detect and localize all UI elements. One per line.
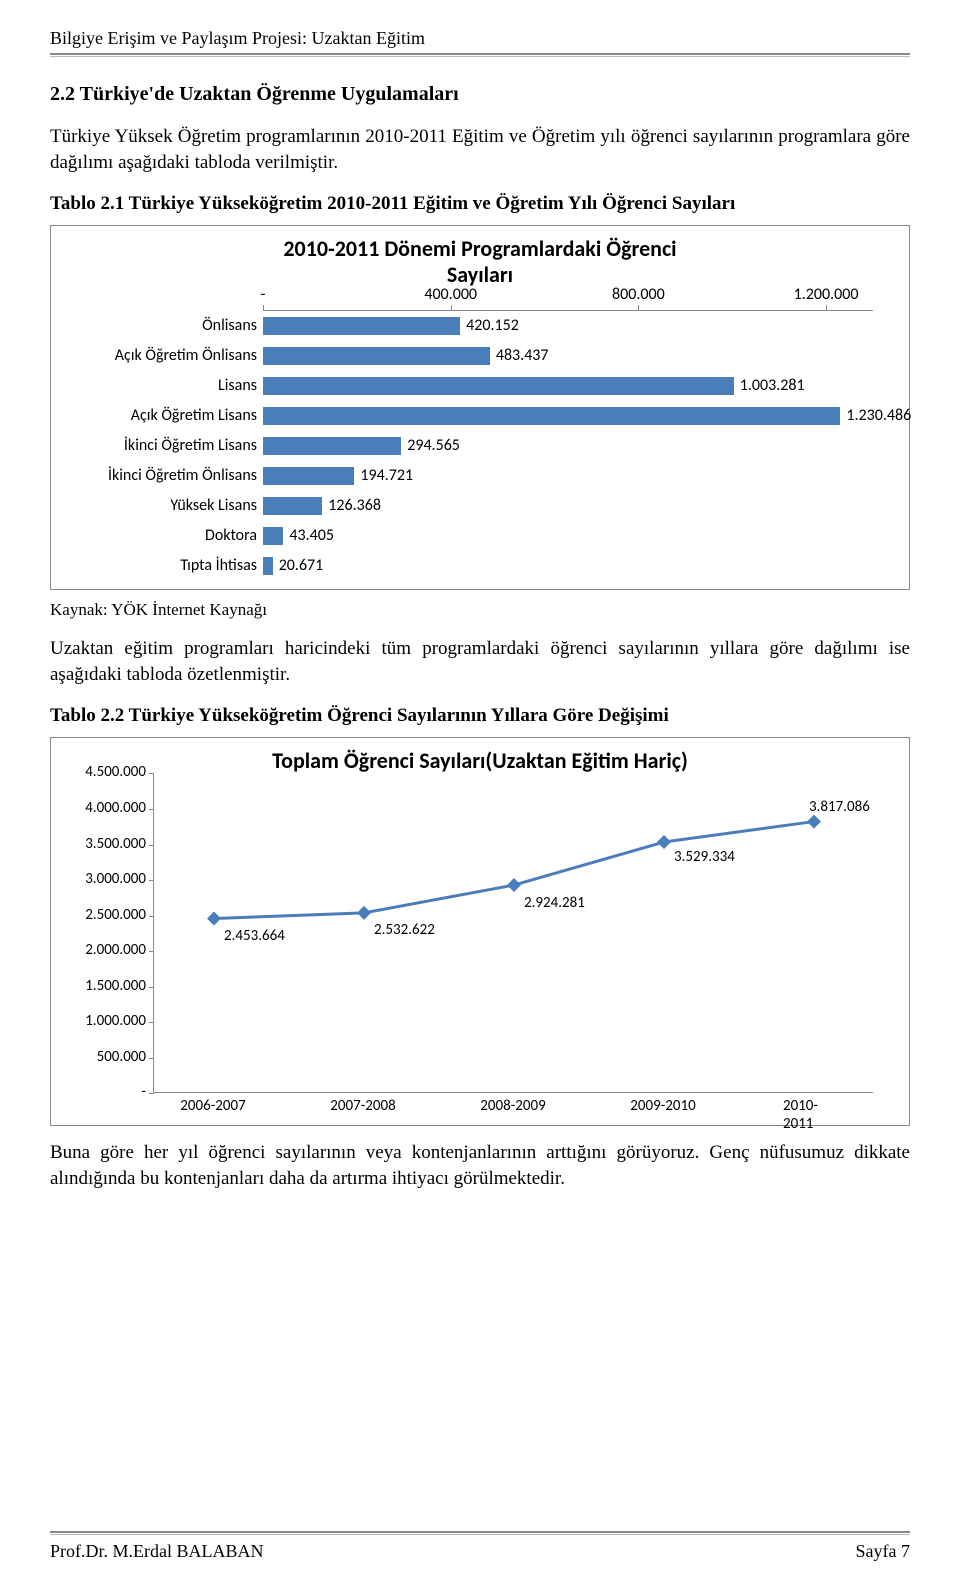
bar-chart: - 400.000 800.000 1.200.000 Önlisans 420.152… <box>63 287 897 581</box>
bar-row: Yüksek Lisans 126.368 <box>63 491 897 521</box>
line-chart-plot: -500.0001.000.0001.500.0002.000.0002.500… <box>153 773 873 1093</box>
bar-fill <box>263 377 734 395</box>
chart-source: Kaynak: YÖK İnternet Kaynağı <box>50 600 910 620</box>
bar-row: Açık Öğretim Önlisans 483.437 <box>63 341 897 371</box>
line-ytick-label: - <box>64 1083 146 1101</box>
bar-track: 126.368 <box>263 495 897 517</box>
line-ytick-label: 3.000.000 <box>64 870 146 888</box>
header-rule <box>50 53 910 57</box>
bar-fill <box>263 437 401 455</box>
footer-author: Prof.Dr. M.Erdal BALABAN <box>50 1541 264 1562</box>
bar-xaxis-label: 800.000 <box>612 285 665 304</box>
bar-fill <box>263 527 283 545</box>
line-ytick-label: 2.500.000 <box>64 906 146 924</box>
bar-fill <box>263 407 840 425</box>
bar-chart-title-line1: 2010-2011 Dönemi Programlardaki Öğrenci <box>283 235 676 262</box>
bar-value-label: 126.368 <box>328 496 381 515</box>
line-ytick-label: 1.500.000 <box>64 977 146 995</box>
line-xaxis-label: 2007-2008 <box>330 1097 395 1115</box>
intro-paragraph: Türkiye Yüksek Öğretim programlarının 20… <box>50 124 910 175</box>
line-ytick-label: 4.000.000 <box>64 799 146 817</box>
bar-category-label: Açık Öğretim Lisans <box>63 406 263 425</box>
line-xaxis-label: 2010-2011 <box>783 1097 843 1133</box>
bar-value-label: 194.721 <box>360 466 413 485</box>
table2-caption: Tablo 2.2 Türkiye Yükseköğretim Öğrenci … <box>50 705 910 727</box>
line-xaxis-label: 2006-2007 <box>180 1097 245 1115</box>
bar-value-label: 420.152 <box>466 316 519 335</box>
line-point-label: 2.532.622 <box>374 921 435 939</box>
bar-track: 194.721 <box>263 465 897 487</box>
bar-fill <box>263 497 322 515</box>
bar-category-label: Lisans <box>63 376 263 395</box>
line-ytick-label: 1.000.000 <box>64 1012 146 1030</box>
bar-track: 43.405 <box>263 525 897 547</box>
bar-xaxis-tick <box>263 305 264 311</box>
bar-chart-title-line2: Sayıları <box>447 261 513 288</box>
page-footer: Prof.Dr. M.Erdal BALABAN Sayfa 7 <box>50 1531 910 1562</box>
line-point-label: 2.453.664 <box>224 927 285 945</box>
section-heading: 2.2 Türkiye'de Uzaktan Öğrenme Uygulamal… <box>50 83 910 106</box>
line-chart: - 500.000 1.000.000 1.500.000 2.000.000 2.500… <box>63 773 897 1117</box>
footer-rule <box>50 1531 910 1535</box>
bar-track: 294.565 <box>263 435 897 457</box>
bar-xaxis-label: 400.000 <box>424 285 477 304</box>
line-point-label: 2.924.281 <box>524 894 585 912</box>
bar-row: İkinci Öğretim Lisans 294.565 <box>63 431 897 461</box>
bar-category-label: Doktora <box>63 526 263 545</box>
bar-row: Önlisans 420.152 <box>63 311 897 341</box>
bar-value-label: 1.003.281 <box>740 376 805 395</box>
bar-category-label: Önlisans <box>63 316 263 335</box>
bar-category-label: Açık Öğretim Önlisans <box>63 346 263 365</box>
bar-value-label: 43.405 <box>289 526 334 545</box>
bar-track: 1.003.281 <box>263 375 897 397</box>
bar-fill <box>263 347 490 365</box>
bar-row: İkinci Öğretim Önlisans 194.721 <box>63 461 897 491</box>
footer-page: Sayfa 7 <box>856 1541 910 1562</box>
bar-chart-xaxis: - 400.000 800.000 1.200.000 <box>263 287 873 311</box>
bar-chart-rows: Önlisans 420.152 Açık Öğretim Önlisans 483.… <box>63 311 897 581</box>
bar-category-label: İkinci Öğretim Önlisans <box>63 466 263 485</box>
bar-fill <box>263 317 460 335</box>
bar-row: Açık Öğretim Lisans1.230.486 <box>63 401 897 431</box>
bar-value-label: 483.437 <box>496 346 549 365</box>
line-ytick-label: 500.000 <box>64 1048 146 1066</box>
table1-caption: Tablo 2.1 Türkiye Yükseköğretim 2010-201… <box>50 193 910 215</box>
bar-xaxis-tick <box>451 305 452 311</box>
bar-track: 483.437 <box>263 345 897 367</box>
line-ytick-label: 2.000.000 <box>64 941 146 959</box>
bar-value-label: 1.230.486 <box>846 406 911 425</box>
line-chart-title: Toplam Öğrenci Sayıları(Uzaktan Eğitim H… <box>63 748 897 773</box>
bar-row: Tıpta İhtisas 20.671 <box>63 551 897 581</box>
line-point-label: 3.817.086 <box>809 798 870 816</box>
bar-category-label: İkinci Öğretim Lisans <box>63 436 263 455</box>
bar-chart-frame: 2010-2011 Dönemi Programlardaki ÖğrenciS… <box>50 225 910 590</box>
line-ytick-label: 3.500.000 <box>64 835 146 853</box>
line-chart-xlabels: 2006-20072007-20082008-20092009-20102010… <box>153 1093 873 1117</box>
bar-xaxis-tick <box>826 305 827 311</box>
line-ytick-label: 4.500.000 <box>64 763 146 781</box>
line-point-label: 3.529.334 <box>674 848 735 866</box>
bar-xaxis-tick <box>638 305 639 311</box>
bar-track: 20.671 <box>263 555 897 577</box>
running-title: Bilgiye Erişim ve Paylaşım Projesi: Uzak… <box>50 28 910 49</box>
bar-row: Lisans 1.003.281 <box>63 371 897 401</box>
line-chart-frame: Toplam Öğrenci Sayıları(Uzaktan Eğitim H… <box>50 737 910 1126</box>
bar-xaxis-label: 1.200.000 <box>794 285 859 304</box>
conclusion-paragraph: Buna göre her yıl öğrenci sayılarının ve… <box>50 1140 910 1191</box>
bar-track: 1.230.486 <box>263 405 897 427</box>
bar-chart-title: 2010-2011 Dönemi Programlardaki ÖğrenciS… <box>63 236 897 287</box>
bar-category-label: Tıpta İhtisas <box>63 556 263 575</box>
line-xaxis-label: 2008-2009 <box>480 1097 545 1115</box>
bar-xaxis-label: - <box>261 285 266 304</box>
bar-fill <box>263 467 354 485</box>
paragraph-2: Uzaktan eğitim programları haricindeki t… <box>50 636 910 687</box>
bar-fill <box>263 557 273 575</box>
bar-track: 420.152 <box>263 315 897 337</box>
bar-row: Doktora 43.405 <box>63 521 897 551</box>
bar-category-label: Yüksek Lisans <box>63 496 263 515</box>
bar-value-label: 294.565 <box>407 436 460 455</box>
line-xaxis-label: 2009-2010 <box>630 1097 695 1115</box>
bar-value-label: 20.671 <box>279 556 324 575</box>
